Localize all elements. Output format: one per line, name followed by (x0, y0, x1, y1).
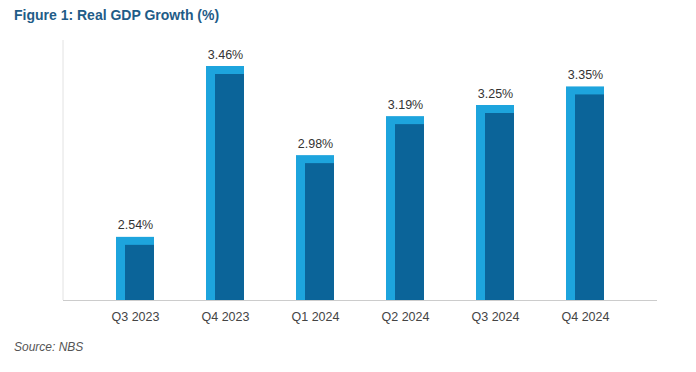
svg-text:Q4 2024: Q4 2024 (562, 310, 610, 324)
html-text:Figure 1: Real GDP Growth (%): Figure 1: Real GDP Growth (%) (14, 7, 220, 23)
svg-text:Q2 2024: Q2 2024 (382, 310, 430, 324)
svg-text:2.54%: 2.54% (118, 218, 153, 232)
svg-text:3.25%: 3.25% (478, 87, 513, 101)
svg-text:3.35%: 3.35% (568, 68, 603, 82)
svg-text:Q1 2024: Q1 2024 (292, 310, 340, 324)
svg-text:Q4 2023: Q4 2023 (202, 310, 250, 324)
svg-text:Q3 2023: Q3 2023 (112, 310, 160, 324)
html-text:Source: NBS: Source: NBS (14, 340, 84, 354)
svg-text:Q3 2024: Q3 2024 (472, 310, 520, 324)
svg-text:3.19%: 3.19% (388, 98, 423, 112)
svg-text:3.46%: 3.46% (208, 48, 243, 62)
svg-text:2.98%: 2.98% (298, 137, 333, 151)
